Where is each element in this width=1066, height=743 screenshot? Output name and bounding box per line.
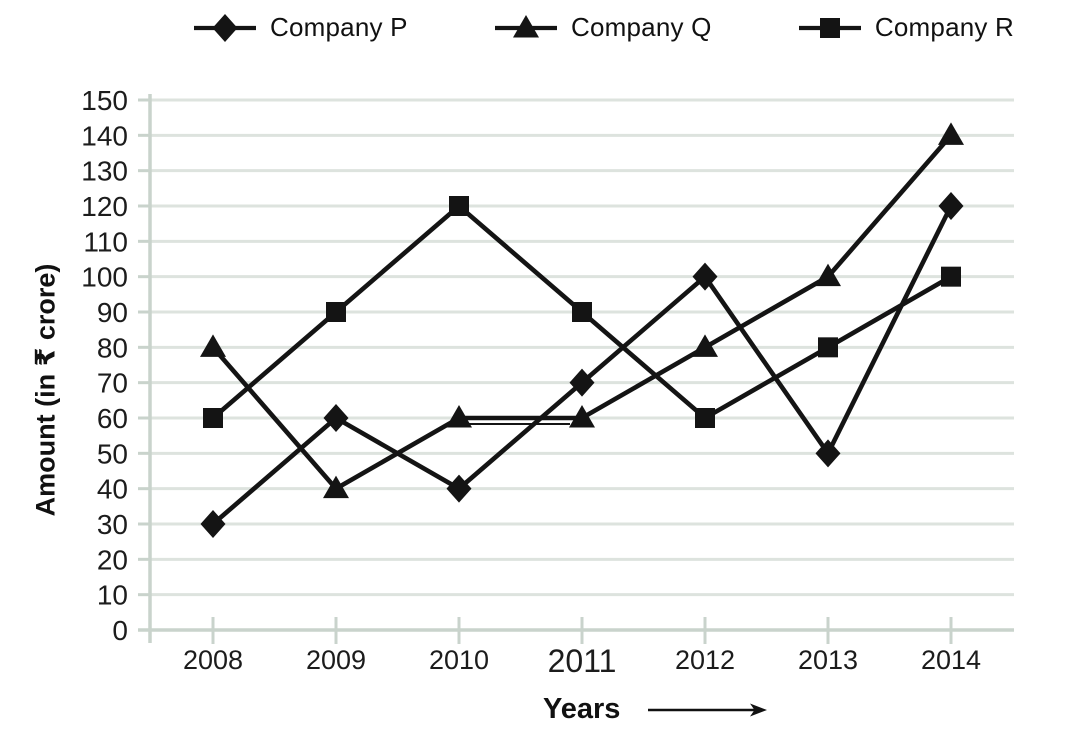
series-marker [695,408,715,428]
series-marker [572,302,592,322]
right-arrow-icon [648,703,768,716]
series-marker [692,334,718,357]
series-marker [938,122,964,145]
series-marker [446,405,472,428]
y-tick-label: 30 [97,509,128,540]
series-marker [203,408,223,428]
y-tick-label: 150 [81,85,128,116]
series-marker [941,266,961,287]
x-tick-label: 2012 [675,645,735,675]
x-tick-label: 2011 [548,643,617,679]
legend-marker-shape [819,17,840,38]
series-marker [815,263,841,287]
series-marker [449,196,469,216]
y-tick-label: 60 [97,403,128,434]
series-marker [326,302,346,322]
legend: Company P Company Q Company R [192,12,1014,43]
legend-item-company-r: Company R [797,12,1014,43]
series-marker [323,404,349,432]
y-tick-label: 50 [97,438,128,469]
series-marker [938,192,964,220]
series-marker [692,262,718,291]
y-tick-label: 80 [97,332,128,363]
x-tick-label: 2009 [306,645,366,675]
legend-label: Company Q [571,12,712,42]
legend-marker-square-icon [798,17,861,38]
y-tick-label: 40 [97,474,128,505]
x-axis-title-label: Years [543,693,621,725]
legend-marker-shape [212,13,238,42]
series-marker [815,439,841,468]
x-tick-label: 2008 [183,645,243,675]
legend-marker-diamond-icon [194,13,256,42]
series-marker [200,510,226,538]
y-tick-label: 140 [81,120,128,151]
y-tick-label: 110 [83,226,128,257]
legend-item-company-q: Company Q [493,12,712,43]
legend-item-company-p: Company P [192,12,408,43]
x-tick-label: 2010 [429,645,489,675]
y-tick-label: 90 [97,297,128,328]
legend-marker-shape [513,14,540,37]
legend-marker-triangle-icon [495,14,558,37]
series-marker [818,337,838,358]
series-marker [569,368,595,397]
series-marker [569,405,595,428]
y-tick-label: 100 [81,262,128,293]
legend-label: Company R [874,12,1014,42]
y-tick-label: 70 [97,368,128,399]
y-tick-label: 130 [81,156,128,187]
y-tick-label: 0 [112,615,128,646]
series-marker [323,475,349,499]
series-marker [200,334,226,357]
x-axis-title: Years [543,693,768,726]
x-tick-label: 2014 [921,645,981,675]
x-tick-label: 2013 [798,645,858,675]
y-tick-label: 20 [97,544,128,575]
series-marker [446,474,472,503]
legend-label: Company P [270,12,408,42]
y-tick-label: 120 [81,191,128,222]
y-axis-title: Amount (in ₹ crore) [30,263,61,517]
y-tick-label: 10 [97,580,128,611]
